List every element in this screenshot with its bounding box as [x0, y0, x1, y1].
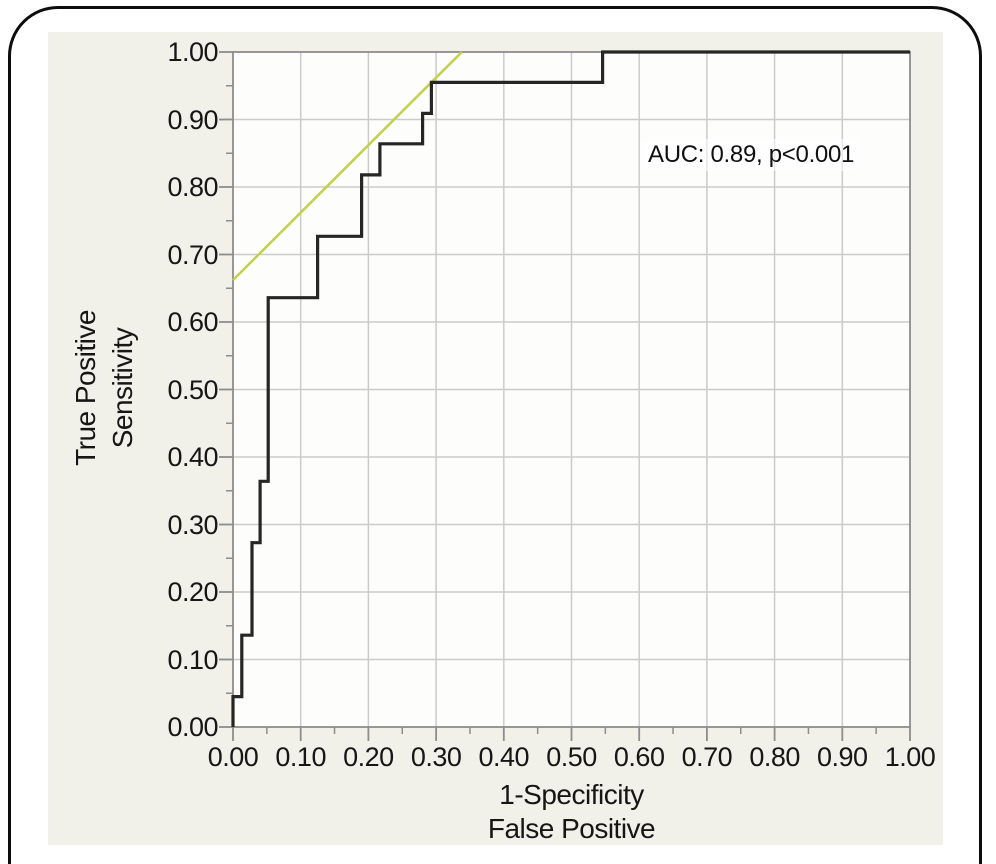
x-tick-label: 0.10	[275, 742, 326, 772]
y-axis-title-line2: Sensitivity	[107, 327, 138, 449]
y-tick-label: 0.10	[167, 644, 218, 675]
y-tick-label: 0.00	[167, 712, 218, 742]
y-tick-label: 0.20	[167, 577, 218, 607]
x-tick-label: 0.70	[681, 742, 733, 772]
x-tick-label: 1.00	[884, 742, 936, 772]
x-tick-label: 0.50	[546, 742, 597, 772]
x-tick-label: 0.00	[207, 742, 259, 772]
x-tick-label: 0.60	[613, 742, 665, 772]
auc-annotation: AUC: 0.89, p<0.001	[642, 139, 861, 171]
figure-border	[8, 6, 982, 864]
y-tick-label: 0.50	[167, 374, 218, 405]
x-tick-label: 0.80	[749, 742, 800, 772]
y-axis-title-line1: True Positive	[70, 310, 101, 466]
x-tick-label: 0.90	[817, 742, 868, 772]
x-axis-title-line2: False Positive	[487, 813, 656, 844]
y-tick-label: 0.70	[167, 239, 218, 270]
y-tick-label: 0.60	[167, 307, 218, 337]
y-tick-label: 0.80	[167, 172, 218, 202]
x-tick-label: 0.40	[478, 742, 530, 772]
x-tick-label: 0.30	[410, 742, 462, 772]
y-tick-label: 1.00	[167, 37, 218, 67]
x-axis-title-line1: 1-Specificity	[499, 779, 644, 810]
y-axis-title: True Positive Sensitivity	[67, 310, 141, 466]
y-tick-label: 0.90	[167, 104, 218, 135]
y-tick-label: 0.40	[167, 442, 218, 472]
x-tick-label: 0.20	[343, 742, 394, 772]
y-tick-label: 0.30	[167, 509, 218, 540]
